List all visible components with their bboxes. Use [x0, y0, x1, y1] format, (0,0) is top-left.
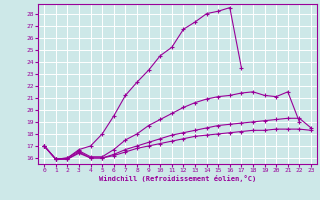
X-axis label: Windchill (Refroidissement éolien,°C): Windchill (Refroidissement éolien,°C)	[99, 175, 256, 182]
